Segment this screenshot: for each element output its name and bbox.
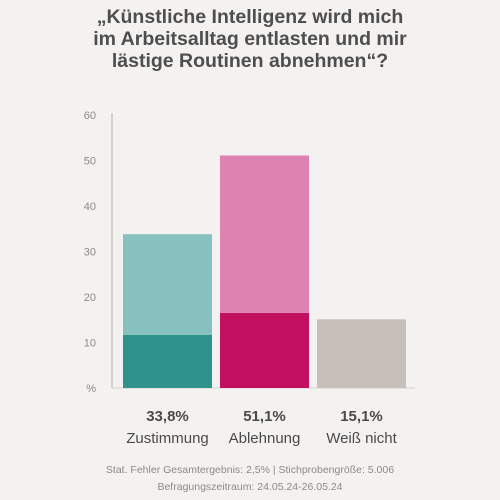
footer-stats: Stat. Fehler Gesamtergebnis: 2,5% | Stic… <box>105 464 395 476</box>
bar-zustimmung-segment-2 <box>123 234 212 335</box>
title-line-2: im Arbeitsalltag entlasten und mir <box>93 28 407 50</box>
footer-period: Befragungszeitraum: 24.05.24-26.05.24 <box>157 481 343 493</box>
bar-value-label: 33,8% <box>146 408 189 425</box>
bar-value-label: 51,1% <box>243 408 286 425</box>
bar-value-label: 15,1% <box>340 408 383 425</box>
y-tick-label: 50 <box>84 156 96 168</box>
bar-ablehnung-segment-2 <box>220 155 309 313</box>
category-label: Ablehnung <box>229 430 301 447</box>
chart-title: „Künstliche Intelligenz wird mich im Arb… <box>0 6 500 72</box>
y-tick-label: 60 <box>84 110 96 122</box>
y-tick-label: 30 <box>84 247 96 259</box>
category-label: Weiß nicht <box>326 430 397 447</box>
title-line-3: lästige Routinen abnehmen“? <box>111 50 389 72</box>
y-tick-label: 10 <box>84 338 96 350</box>
y-tick-label: % <box>86 383 96 395</box>
bar-wei-nicht-segment-1 <box>317 319 406 388</box>
title-line-1: „Künstliche Intelligenz wird mich <box>96 6 404 28</box>
y-tick-label: 20 <box>84 292 96 304</box>
bar-ablehnung-segment-1 <box>220 312 309 388</box>
category-label: Zustimmung <box>126 430 209 447</box>
chart-footer: Stat. Fehler Gesamtergebnis: 2,5% | Stic… <box>0 462 500 496</box>
bar-zustimmung-segment-1 <box>123 334 212 388</box>
y-tick-label: 40 <box>84 201 96 213</box>
